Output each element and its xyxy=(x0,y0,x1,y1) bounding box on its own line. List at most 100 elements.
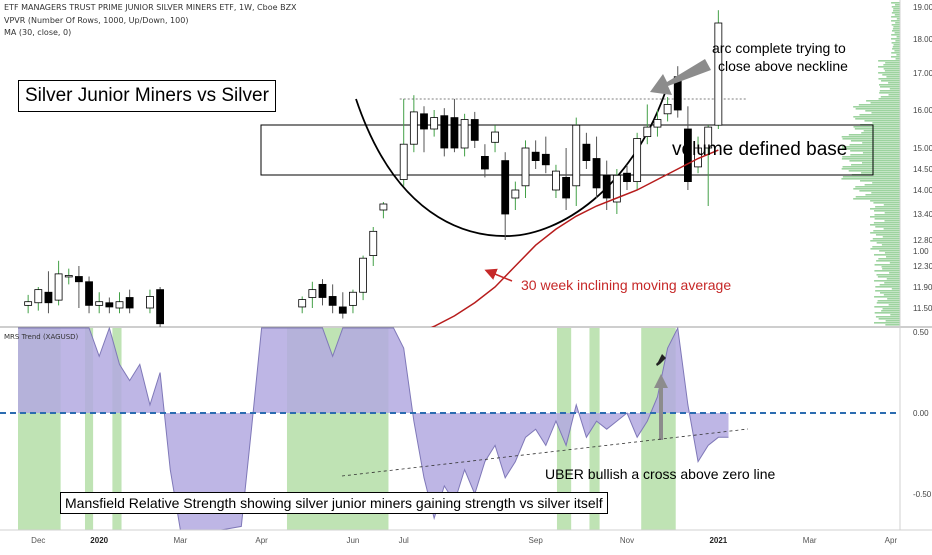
volume-bar xyxy=(880,292,900,294)
volume-bar xyxy=(849,144,900,146)
volume-bar xyxy=(884,70,900,72)
volume-bar xyxy=(863,130,900,132)
candle-up xyxy=(612,174,621,203)
bullish-up-arrow xyxy=(654,374,668,440)
candle-up xyxy=(572,124,581,187)
volume-bar xyxy=(877,300,900,302)
volume-bar xyxy=(875,316,900,318)
volume-bar xyxy=(876,260,900,262)
volume-bar xyxy=(850,140,900,142)
volume-bar xyxy=(881,80,900,82)
candle-down xyxy=(75,276,83,283)
candle-up xyxy=(409,111,418,145)
candle-down xyxy=(602,174,611,199)
candle-down xyxy=(562,176,570,199)
volume-bar xyxy=(851,164,900,166)
volume-bar xyxy=(876,242,900,244)
volume-bar xyxy=(884,220,900,222)
volume-bar xyxy=(896,18,900,20)
volume-bar xyxy=(885,62,900,64)
volume-bar xyxy=(895,58,900,60)
volume-bar xyxy=(878,258,900,260)
time-tick: Dec xyxy=(31,536,45,545)
volume-bar xyxy=(872,246,900,248)
volume-bar xyxy=(848,134,900,136)
price-tick: 12.30 xyxy=(913,262,932,271)
volume-bar xyxy=(883,228,900,230)
arc-note-line-1: arc complete trying to xyxy=(712,40,846,56)
candle-up xyxy=(64,275,73,278)
volume-bar xyxy=(881,310,900,312)
volume-bar xyxy=(894,32,900,34)
volume-bar xyxy=(855,108,900,110)
volume-bar xyxy=(874,270,900,272)
volume-bar xyxy=(880,96,900,98)
volume-bar xyxy=(874,218,900,220)
volume-bar xyxy=(870,232,900,234)
volume-bar xyxy=(891,6,900,8)
candle-up xyxy=(308,289,317,298)
arc-note-arrow xyxy=(650,59,711,95)
time-tick: Sep xyxy=(529,536,544,545)
candle-down xyxy=(684,128,692,182)
volume-bar xyxy=(887,298,900,300)
volume-bar xyxy=(896,36,900,38)
candle-up xyxy=(491,131,499,143)
volume-bar xyxy=(895,22,900,24)
volume-bar xyxy=(891,38,900,40)
volume-bar xyxy=(875,206,900,208)
volume-bar xyxy=(882,74,900,76)
price-tick: 18.00 xyxy=(913,35,932,44)
volume-bar xyxy=(891,20,900,22)
volume-bar xyxy=(890,314,900,316)
volume-bar xyxy=(872,122,900,124)
cup-arc xyxy=(355,92,666,237)
volume-bar xyxy=(886,278,900,280)
volume-bar xyxy=(881,244,900,246)
volume-bar xyxy=(858,104,900,106)
candle-down xyxy=(531,151,540,161)
volume-bar xyxy=(862,142,900,144)
volume-bar xyxy=(882,268,900,270)
volume-bar xyxy=(892,46,900,48)
volume-bar xyxy=(879,92,900,94)
volume-bar xyxy=(879,84,900,86)
volume-bar xyxy=(889,88,900,90)
price-tick: 16.00 xyxy=(913,106,932,115)
volume-bar xyxy=(872,182,900,184)
ma-note-arrow xyxy=(484,268,513,282)
candle-down xyxy=(470,119,479,141)
volume-bar xyxy=(853,116,900,118)
volume-bar xyxy=(884,252,900,254)
volume-bar xyxy=(876,274,900,276)
candle-down xyxy=(156,289,165,325)
rocket-icon xyxy=(656,354,666,366)
volume-bar xyxy=(841,168,900,170)
volume-bar xyxy=(874,264,900,266)
candlestick-layer xyxy=(24,10,723,327)
candle-up xyxy=(460,119,469,149)
volume-bar xyxy=(874,322,900,324)
candle-up xyxy=(663,104,672,115)
volume-bar xyxy=(848,170,900,172)
candle-down xyxy=(592,158,601,189)
volume-bar xyxy=(853,188,900,190)
candle-down xyxy=(420,113,428,130)
volume-bar xyxy=(870,200,900,202)
volume-base-box xyxy=(260,124,874,176)
candle-down xyxy=(450,117,459,149)
volume-bar xyxy=(873,230,900,232)
candle-up xyxy=(704,126,713,149)
candle-down xyxy=(44,291,53,304)
volume-bar xyxy=(891,12,900,14)
candle-up xyxy=(54,273,63,301)
candle-down xyxy=(541,153,550,166)
ma-legend: MA (30, close, 0) xyxy=(4,28,72,37)
ma30-line xyxy=(430,149,719,327)
volume-bar xyxy=(877,276,900,278)
price-tick: 15.00 xyxy=(913,144,932,153)
volume-profile xyxy=(841,2,900,326)
volume-bar xyxy=(870,208,900,210)
candle-down xyxy=(480,155,489,170)
